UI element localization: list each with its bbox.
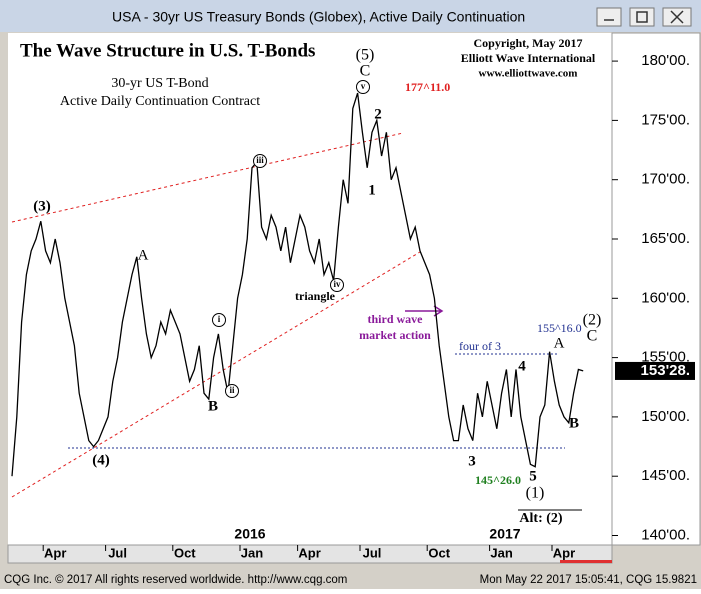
wave-label: i xyxy=(218,314,221,324)
annotation: 177^11.0 xyxy=(405,80,450,94)
wave-label: iv xyxy=(333,279,341,289)
last-price-box xyxy=(615,361,695,380)
wave-circle xyxy=(330,278,344,292)
window-button-icons xyxy=(604,10,684,24)
annotation: A xyxy=(554,335,565,351)
wave-circle xyxy=(225,384,239,398)
year-label: 2017 xyxy=(489,526,520,542)
annotation: The Wave Structure in U.S. T-Bonds xyxy=(20,40,315,61)
y-tick-label: 155'00. xyxy=(641,349,690,366)
y-tick-label: 180'00. xyxy=(641,52,690,69)
y-tick-label: 145'00. xyxy=(641,467,690,484)
annotation: market action xyxy=(359,328,431,342)
y-tick-label: 140'00. xyxy=(641,526,690,543)
trend-line xyxy=(11,132,404,223)
wave-label: v xyxy=(361,81,366,91)
annotation: C xyxy=(360,63,371,80)
maximize-button[interactable] xyxy=(629,7,655,27)
annotation: 3 xyxy=(468,453,476,469)
annotation: 145^26.0 xyxy=(475,473,521,487)
window-title: USA - 30yr US Treasury Bonds (Globex), A… xyxy=(112,9,525,25)
x-tick-label: Jan xyxy=(490,545,512,560)
annotation: Active Daily Continuation Contract xyxy=(60,94,260,109)
footer-right: Mon May 22 2017 15:05:41, CQG 15.9821 xyxy=(480,574,697,586)
annotation: (5) xyxy=(356,47,375,64)
annotation: Alt: (2) xyxy=(519,511,562,526)
annotation: (2) xyxy=(583,312,602,329)
wave-circle xyxy=(356,80,370,94)
trend-line xyxy=(11,251,421,498)
annotation: Elliott Wave International xyxy=(461,51,596,65)
price-line xyxy=(11,92,584,477)
wave-label: ii xyxy=(229,385,235,395)
annotation: 155^16.0 xyxy=(537,321,582,335)
x-tick-label: Oct xyxy=(428,545,450,560)
annotation: 5 xyxy=(529,468,537,484)
x-tick-label: Jul xyxy=(108,545,127,560)
plot-area xyxy=(8,33,612,545)
minimize-button[interactable] xyxy=(596,7,622,27)
annotation: (4) xyxy=(92,452,110,468)
annotation: 2 xyxy=(374,106,382,122)
title-bar xyxy=(0,0,701,32)
y-tick-label: 160'00. xyxy=(641,289,690,306)
y-tick-label: 175'00. xyxy=(641,111,690,128)
y-tick-label: 150'00. xyxy=(641,408,690,425)
annotation: A xyxy=(138,247,149,263)
annotation: 4 xyxy=(518,358,526,374)
x-tick-label: Jan xyxy=(241,545,263,560)
wave-circle xyxy=(212,313,226,327)
wave-label: iii xyxy=(256,155,264,165)
annotation: www.elliottwave.com xyxy=(479,68,578,80)
year-label: 2016 xyxy=(234,526,265,542)
annotation: C xyxy=(587,328,598,345)
x-tick-label: Oct xyxy=(174,545,196,560)
annotation: (1) xyxy=(526,485,545,502)
x-tick-label: Apr xyxy=(298,545,320,560)
x-tick-label: Apr xyxy=(553,545,575,560)
y-axis-area xyxy=(611,32,701,546)
y-tick-label: 170'00. xyxy=(641,171,690,188)
x-axis-strip xyxy=(560,560,612,563)
x-tick-label: Apr xyxy=(44,545,66,560)
annotation: 30-yr US T-Bond xyxy=(111,76,208,91)
annotation: (3) xyxy=(33,198,51,214)
annotation: B xyxy=(569,415,579,431)
annotation: third wave xyxy=(368,312,424,326)
annotation: four of 3 xyxy=(459,339,501,353)
x-tick-label: Jul xyxy=(363,545,382,560)
annotation: B xyxy=(208,398,218,414)
y-tick-label: 165'00. xyxy=(641,230,690,247)
footer-left: CQG Inc. © 2017 All rights reserved worl… xyxy=(4,574,347,586)
x-axis-area xyxy=(7,544,613,564)
wave-circle xyxy=(253,154,267,168)
annotation: 1 xyxy=(368,182,376,198)
annotation: triangle xyxy=(295,289,336,303)
annotation: Copyright, May 2017 xyxy=(474,36,583,50)
last-price-label: 153'28. xyxy=(641,362,690,379)
